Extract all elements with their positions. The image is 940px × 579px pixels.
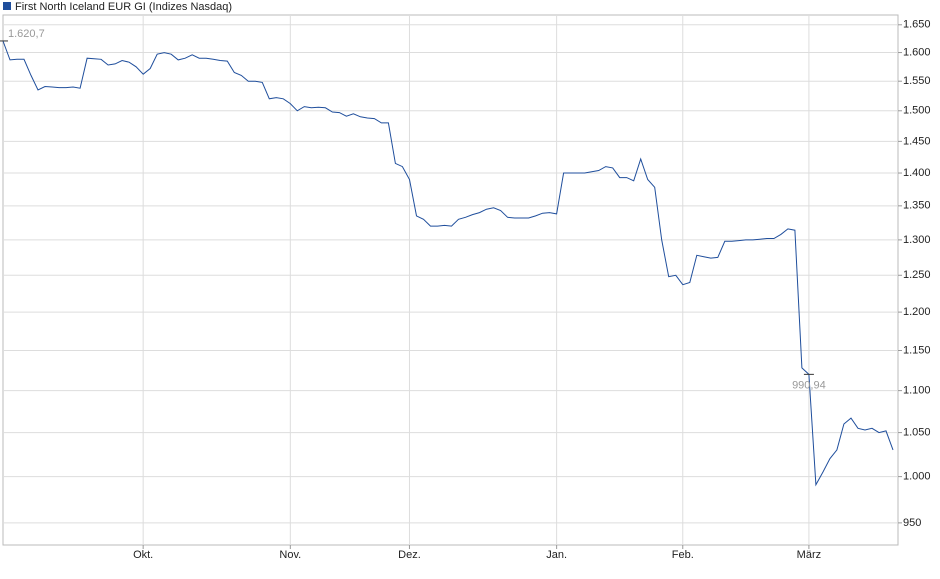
value-label: 990,94 bbox=[792, 379, 826, 391]
y-tick-label: 1.600 bbox=[903, 46, 931, 58]
x-tick-label: Jan. bbox=[546, 549, 567, 561]
y-tick-label: 1.200 bbox=[903, 306, 931, 318]
x-tick-label: März bbox=[797, 549, 821, 561]
x-tick-label: Feb. bbox=[672, 549, 694, 561]
y-tick-label: 1.450 bbox=[903, 135, 931, 147]
y-tick-label: 1.300 bbox=[903, 234, 931, 246]
y-tick-label: 1.350 bbox=[903, 200, 931, 212]
x-tick-label: Okt. bbox=[133, 549, 153, 561]
y-tick-label: 1.550 bbox=[903, 75, 931, 87]
y-tick-label: 1.100 bbox=[903, 385, 931, 397]
x-tick-label: Dez. bbox=[398, 549, 421, 561]
y-tick-label: 1.150 bbox=[903, 344, 931, 356]
x-tick-label: Nov. bbox=[279, 549, 301, 561]
value-label: 1.620,7 bbox=[8, 28, 45, 40]
legend-swatch bbox=[3, 2, 11, 10]
series-line bbox=[2, 40, 894, 487]
y-tick-label: 950 bbox=[903, 517, 921, 529]
y-tick-label: 1.000 bbox=[903, 471, 931, 483]
y-tick-label: 1.500 bbox=[903, 105, 931, 117]
legend-label: First North Iceland EUR GI (Indizes Nasd… bbox=[15, 1, 232, 13]
y-tick-label: 1.250 bbox=[903, 269, 931, 281]
y-tick-label: 1.650 bbox=[903, 19, 931, 31]
plot-frame bbox=[2, 14, 899, 546]
y-tick-label: 1.400 bbox=[903, 167, 931, 179]
y-tick-label: 1.050 bbox=[903, 426, 931, 438]
